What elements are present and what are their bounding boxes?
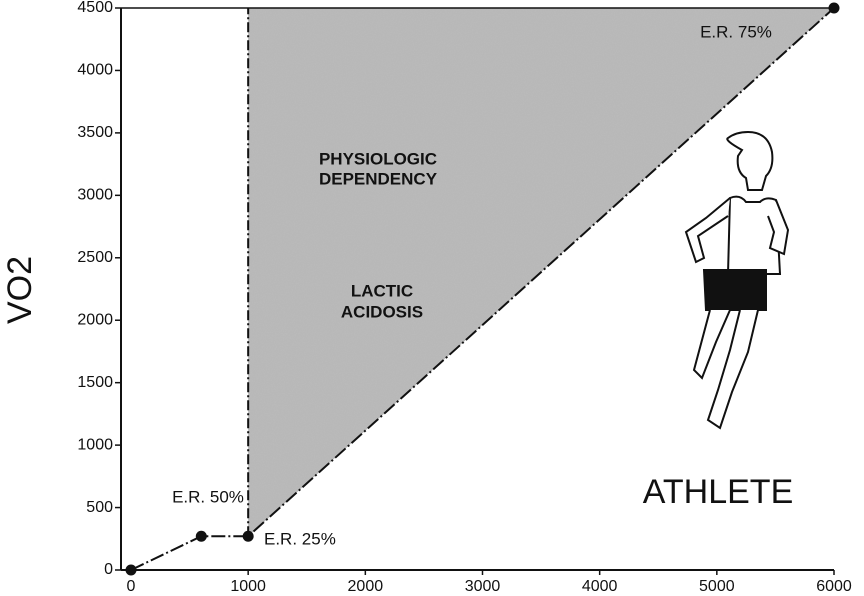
y-tick-label: 4500 <box>77 0 113 16</box>
x-tick-label: 5000 <box>699 578 735 595</box>
runner-illustration <box>686 132 788 428</box>
y-tick-label: 2000 <box>77 311 113 328</box>
x-tick-label: 2000 <box>348 578 384 595</box>
y-tick-label: 3000 <box>77 187 113 204</box>
annotation: LACTIC <box>351 281 413 300</box>
annotation: PHYSIOLOGIC <box>319 149 437 168</box>
x-tick-label: 0 <box>127 578 136 595</box>
x-tick-label: 3000 <box>465 578 501 595</box>
annotation: DEPENDENCY <box>319 169 438 188</box>
annotation: ATHLETE <box>643 473 794 511</box>
annotation: ACIDOSIS <box>341 302 423 321</box>
page: {"chart_data": {"type": "line", "y_label… <box>0 0 864 596</box>
chart: 0 500 1000 1500 2000 2500 3000 3500 4000 4500 0 100… <box>0 0 864 596</box>
y-axis-label: VO2 <box>1 256 39 324</box>
y-tick-label: 3500 <box>77 124 113 141</box>
annotation: E.R. 25% <box>264 529 336 548</box>
data-point <box>829 3 840 14</box>
y-tick-label: 1000 <box>77 436 113 453</box>
x-tick-label: 1000 <box>230 578 266 595</box>
x-tick-label: 4000 <box>582 578 618 595</box>
y-tick-label: 1500 <box>77 374 113 391</box>
y-tick-label: 4000 <box>77 62 113 79</box>
data-point <box>243 531 254 542</box>
y-tick-label: 0 <box>104 561 113 578</box>
data-point <box>126 565 137 576</box>
y-tick-label: 500 <box>86 499 113 516</box>
annotation: E.R. 50% <box>172 487 244 506</box>
data-point <box>196 531 207 542</box>
annotation: E.R. 75% <box>700 22 772 41</box>
y-tick-label: 2500 <box>77 249 113 266</box>
x-tick-label: 6000 <box>816 578 852 595</box>
